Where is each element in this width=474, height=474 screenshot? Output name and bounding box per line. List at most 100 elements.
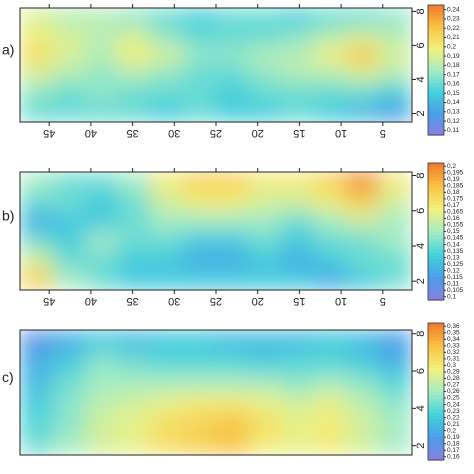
cell bbox=[52, 191, 86, 213]
colorbar-tick-label: 0,115 bbox=[447, 274, 463, 281]
colorbar-tick-label: 0,23 bbox=[447, 408, 460, 415]
colorbar-band bbox=[428, 176, 444, 181]
cell bbox=[183, 269, 217, 290]
x-tick-label: 20 bbox=[252, 127, 264, 139]
cell bbox=[84, 412, 119, 435]
cell bbox=[248, 350, 282, 373]
colorbar-band bbox=[428, 248, 444, 253]
field bbox=[20, 8, 412, 122]
colorbar-band bbox=[428, 272, 444, 277]
colorbar-band bbox=[428, 18, 444, 22]
cell bbox=[248, 330, 282, 352]
cell bbox=[84, 83, 119, 103]
colorbar-band bbox=[428, 346, 444, 351]
colorbar-band bbox=[428, 8, 444, 13]
colorbar-band bbox=[428, 193, 444, 198]
colorbar-band bbox=[428, 252, 444, 257]
cell bbox=[52, 412, 86, 435]
cell bbox=[150, 330, 184, 352]
cell bbox=[248, 412, 282, 435]
cell bbox=[117, 350, 152, 373]
colorbar-band bbox=[428, 204, 444, 209]
cell bbox=[215, 211, 250, 232]
colorbar-tick-label: 0,26 bbox=[447, 388, 460, 395]
x-tick-label: 5 bbox=[380, 295, 386, 307]
cell bbox=[183, 433, 217, 455]
x-tick-label: 15 bbox=[293, 127, 305, 139]
cell bbox=[20, 83, 54, 103]
cell bbox=[346, 45, 380, 66]
x-tick-label: 35 bbox=[126, 295, 138, 307]
x-tick-label: 5 bbox=[380, 127, 386, 139]
y-tick-label: 2 bbox=[415, 278, 427, 284]
colorbar-band bbox=[428, 125, 444, 130]
colorbar-band bbox=[428, 76, 444, 81]
cell bbox=[248, 8, 282, 29]
cell bbox=[215, 412, 250, 435]
cell bbox=[248, 191, 282, 213]
cell bbox=[378, 412, 412, 435]
cell bbox=[280, 371, 315, 393]
cell bbox=[378, 392, 412, 414]
y-tick-label: 8 bbox=[415, 8, 427, 14]
colorbar-band bbox=[428, 128, 444, 133]
cell bbox=[248, 101, 282, 122]
colorbar-tick-label: 0,3 bbox=[447, 362, 456, 369]
colorbar-tick-label: 0,145 bbox=[447, 235, 464, 242]
colorbar-tick-label: 0,16 bbox=[447, 81, 460, 88]
cell bbox=[117, 433, 152, 455]
colorbar-band bbox=[428, 398, 444, 403]
colorbar-tick-label: 0,2 bbox=[447, 44, 456, 51]
colorbar-band bbox=[428, 323, 444, 328]
cell bbox=[313, 191, 348, 213]
colorbar-band bbox=[428, 122, 444, 126]
cell bbox=[117, 64, 152, 85]
colorbar-band bbox=[428, 456, 444, 461]
cell bbox=[150, 45, 184, 66]
cell bbox=[280, 45, 315, 66]
cell bbox=[52, 230, 86, 251]
colorbar-band bbox=[428, 401, 444, 406]
cell bbox=[313, 371, 348, 393]
cell bbox=[183, 101, 217, 122]
cell bbox=[183, 371, 217, 393]
x-tick-label: 25 bbox=[210, 295, 222, 307]
cell bbox=[280, 392, 315, 414]
colorbar-band bbox=[428, 86, 444, 91]
colorbar-band bbox=[428, 432, 444, 437]
colorbar-tick-label: 0,25 bbox=[447, 395, 460, 402]
cell bbox=[117, 83, 152, 103]
cell bbox=[20, 230, 54, 251]
colorbar-band bbox=[428, 394, 444, 399]
cell bbox=[84, 433, 119, 455]
colorbar-tick-label: 0,12 bbox=[447, 118, 460, 125]
colorbar-tick-label: 0,24 bbox=[447, 6, 460, 13]
field bbox=[20, 330, 412, 455]
cell bbox=[117, 27, 152, 47]
cell bbox=[117, 101, 152, 122]
colorbar-tick-label: 0,18 bbox=[447, 189, 460, 196]
plot-frame bbox=[19, 329, 413, 456]
cell bbox=[313, 101, 348, 122]
cell bbox=[52, 27, 86, 47]
colorbar-band bbox=[428, 269, 444, 274]
y-tick-label: 4 bbox=[415, 405, 427, 411]
x-tick-label: 40 bbox=[85, 127, 97, 139]
cell bbox=[52, 392, 86, 414]
colorbar-band bbox=[428, 53, 444, 58]
cell bbox=[183, 350, 217, 373]
cell bbox=[378, 191, 412, 213]
cell bbox=[346, 191, 380, 213]
cell bbox=[378, 433, 412, 455]
cell bbox=[52, 8, 86, 29]
colorbar-band bbox=[428, 384, 444, 389]
y-tick-label: 2 bbox=[415, 110, 427, 116]
cell bbox=[248, 172, 282, 193]
colorbar-band bbox=[428, 425, 444, 430]
colorbar-tick-label: 0,11 bbox=[447, 280, 460, 287]
cell bbox=[52, 45, 86, 66]
colorbar-band bbox=[428, 83, 444, 87]
x-tick-label: 35 bbox=[126, 127, 138, 139]
cell bbox=[183, 249, 217, 271]
colorbar-band bbox=[428, 118, 444, 123]
